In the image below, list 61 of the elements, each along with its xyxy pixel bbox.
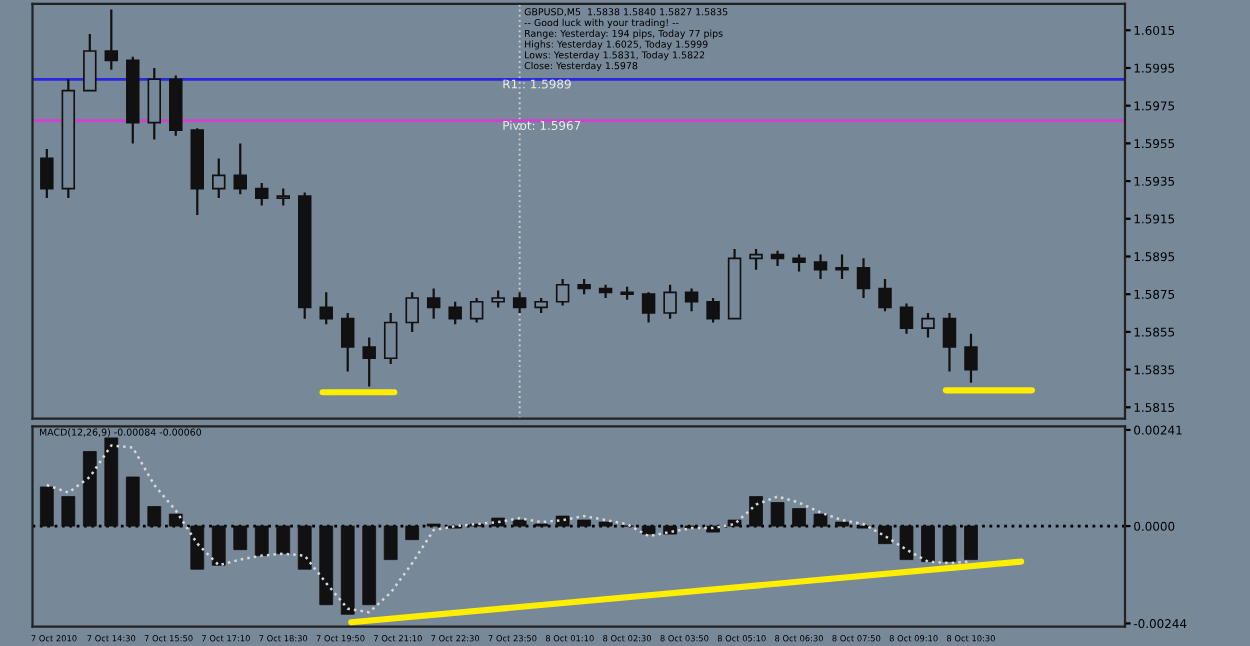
candlestick: [104, 8, 119, 71]
bar: [190, 525, 205, 570]
bar: [340, 525, 355, 615]
bar: [297, 525, 312, 570]
candlestick: [426, 287, 441, 320]
candlestick: [964, 332, 978, 384]
candlestick: [921, 311, 935, 339]
bar: [899, 525, 914, 561]
bar: [942, 525, 957, 563]
candlestick: [233, 142, 247, 196]
bar: [577, 519, 591, 527]
candlestick: [749, 247, 763, 271]
candlestick: [340, 311, 355, 373]
bar: [512, 519, 527, 527]
candlestick: [147, 66, 162, 141]
bar: [147, 506, 162, 527]
candlestick: [383, 311, 398, 366]
candlestick: [899, 302, 914, 335]
bar: [211, 525, 226, 566]
bar: [61, 496, 76, 527]
candlestick: [448, 300, 462, 326]
bar: [964, 525, 978, 561]
candlestick: [469, 296, 484, 324]
bar: [82, 451, 97, 527]
candlestick: [663, 283, 677, 320]
bar: [168, 513, 183, 527]
bar: [233, 525, 248, 551]
candlestick: [512, 291, 527, 315]
bar: [362, 525, 377, 606]
line-series: [45, 444, 973, 614]
bar: [921, 525, 935, 563]
bar: [749, 496, 763, 527]
candlestick: [878, 278, 892, 313]
candlestick: [362, 336, 376, 388]
bar: [125, 476, 140, 527]
bar: [878, 525, 892, 545]
bar: [319, 525, 334, 606]
candlestick: [40, 147, 54, 200]
bar: [813, 513, 828, 527]
candlestick: [212, 157, 226, 200]
bar: [104, 437, 119, 527]
bar: [792, 508, 806, 527]
bar: [770, 502, 785, 527]
candlestick: [706, 296, 720, 324]
bar: [405, 525, 420, 541]
candlestick: [555, 278, 570, 307]
bar: [641, 525, 656, 535]
candlestick: [856, 257, 871, 300]
candlestick: [835, 253, 849, 281]
candlestick: [405, 291, 419, 333]
bar: [254, 525, 269, 557]
bar: [39, 486, 54, 527]
candlestick: [813, 253, 828, 281]
candlestick: [684, 287, 699, 313]
bar: [276, 525, 291, 555]
candlestick: [83, 32, 97, 92]
bar: [383, 525, 398, 561]
candlestick: [942, 311, 957, 373]
candlestick: [641, 291, 656, 324]
candlestick: [255, 181, 269, 207]
candlestick: [319, 291, 333, 326]
